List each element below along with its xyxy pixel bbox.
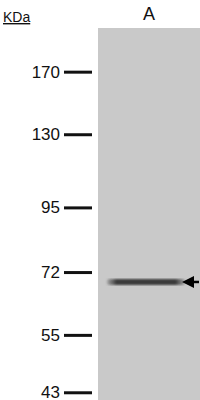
- tick-label: 55: [41, 326, 60, 345]
- lane-labels: A: [143, 4, 155, 24]
- axis-domain: [64, 29, 93, 400]
- tick-mark: [64, 133, 92, 136]
- arrow-head: [182, 276, 194, 288]
- tick-mark: [64, 334, 92, 337]
- title: KDa: [3, 9, 30, 25]
- lane-label: A: [143, 4, 155, 24]
- tick-mark: [64, 71, 92, 74]
- tick-mark: [64, 271, 92, 274]
- tick-label: 130: [32, 125, 60, 144]
- tick-label: 95: [41, 198, 60, 217]
- tick: 43: [41, 383, 92, 400]
- blot-figure: KDa 170 130 95 72 55 43 A: [0, 0, 200, 400]
- tick-mark: [64, 391, 92, 394]
- bands: [107, 279, 185, 285]
- tick: 130: [32, 125, 92, 144]
- tick: 170: [32, 63, 92, 82]
- arrow: [182, 276, 199, 288]
- tick-label: 43: [41, 383, 60, 400]
- tick-mark: [64, 206, 92, 209]
- tick: 72: [41, 263, 92, 282]
- tick: 95: [41, 198, 92, 217]
- tick-label: 72: [41, 263, 60, 282]
- y-axis: 170 130 95 72 55 43: [32, 29, 93, 400]
- tick-label: 170: [32, 63, 60, 82]
- tick: 55: [41, 326, 92, 345]
- band: [107, 279, 185, 285]
- lane-frame: [98, 28, 200, 400]
